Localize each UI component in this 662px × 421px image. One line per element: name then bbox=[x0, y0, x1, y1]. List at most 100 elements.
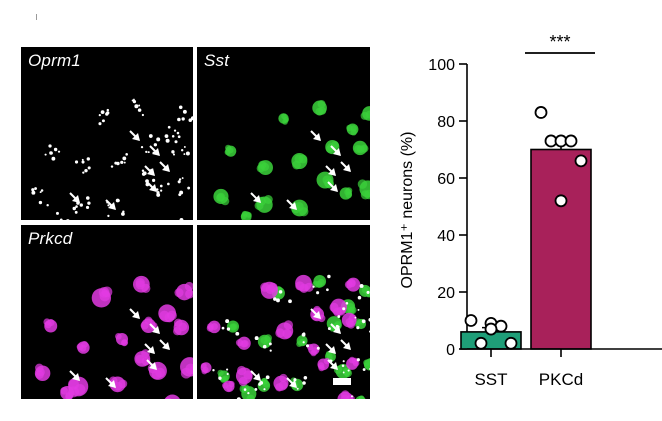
oprm1-punctum bbox=[221, 326, 225, 330]
arrowhead-icon bbox=[253, 373, 261, 381]
prkcd-cell bbox=[144, 316, 153, 325]
sst-cell bbox=[230, 323, 238, 330]
prkcd-cell bbox=[282, 329, 292, 339]
oprm1-punctum bbox=[133, 98, 135, 101]
oprm1-punctum bbox=[247, 391, 250, 395]
prkcd-panel: Prkcd bbox=[21, 225, 193, 399]
oprm1-punctum bbox=[356, 326, 360, 330]
arrowhead-icon bbox=[330, 362, 338, 370]
oprm1-punctum bbox=[361, 319, 366, 324]
oprm1-punctum bbox=[354, 316, 357, 319]
prkcd-cell bbox=[184, 281, 193, 291]
oprm1-punctum bbox=[178, 105, 183, 110]
oprm1-punctum bbox=[273, 297, 277, 301]
oprm1-punctum bbox=[87, 166, 91, 170]
oprm1-punctum bbox=[177, 117, 181, 122]
data-point bbox=[574, 154, 588, 168]
arrowhead-icon bbox=[289, 202, 297, 210]
arrowhead-icon bbox=[149, 184, 157, 192]
oprm1-punctum bbox=[347, 369, 350, 372]
oprm1-punctum bbox=[79, 203, 83, 207]
arrowhead-icon bbox=[162, 164, 170, 172]
sst-cell bbox=[360, 190, 370, 200]
data-point bbox=[474, 336, 488, 350]
sst-cell bbox=[254, 201, 264, 211]
oprm1-punctum bbox=[263, 388, 266, 391]
data-point bbox=[484, 322, 498, 336]
oprm1-punctum bbox=[86, 157, 90, 161]
bars bbox=[460, 137, 592, 350]
x-tick-label: SST bbox=[474, 370, 507, 389]
oprm1-punctum bbox=[82, 171, 85, 174]
sst-cell bbox=[343, 369, 353, 378]
oprm1-punctum bbox=[107, 214, 110, 218]
oprm1-punctum bbox=[236, 397, 241, 399]
significance-label: *** bbox=[549, 32, 570, 52]
prkcd-cell bbox=[311, 347, 318, 354]
oprm1-punctum bbox=[301, 332, 306, 337]
bar-chart: 0 20 40 60 80 100 SST PKCd *** OPRM1⁺ neurons … bbox=[399, 32, 662, 389]
prkcd-cell bbox=[35, 363, 44, 373]
arrowhead-icon bbox=[147, 168, 155, 176]
prkcd-cell bbox=[141, 349, 150, 358]
tick-mark bbox=[36, 14, 37, 20]
oprm1-punctum bbox=[167, 182, 170, 186]
oprm1-punctum bbox=[145, 150, 148, 154]
oprm1-punctum bbox=[34, 187, 37, 190]
oprm1-punctum bbox=[302, 341, 305, 344]
x-axis: SST PKCd bbox=[467, 348, 662, 389]
oprm1-punctum bbox=[265, 375, 270, 380]
oprm1-punctum bbox=[327, 327, 331, 331]
arrowhead-icon bbox=[162, 342, 170, 350]
prkcd-cell bbox=[347, 320, 356, 329]
y-tick-label: 20 bbox=[437, 285, 455, 302]
oprm1-punctum bbox=[160, 189, 163, 192]
oprm1-punctum bbox=[74, 210, 78, 214]
oprm1-punctum bbox=[48, 144, 52, 148]
oprm1-punctum bbox=[316, 346, 320, 350]
oprm1-punctum bbox=[225, 319, 230, 324]
oprm1-punctum bbox=[302, 381, 306, 385]
oprm1-punctum bbox=[177, 135, 181, 139]
prkcd-cell bbox=[120, 339, 128, 347]
oprm1-punctum bbox=[105, 112, 109, 116]
arrowhead-icon bbox=[152, 148, 160, 156]
oprm1-punctum bbox=[51, 156, 56, 161]
oprm1-punctum bbox=[180, 149, 184, 152]
oprm1-punctum bbox=[172, 153, 176, 156]
oprm1-punctum bbox=[305, 344, 310, 348]
oprm1-punctum bbox=[254, 336, 259, 341]
oprm1-punctum bbox=[337, 315, 341, 318]
oprm1-punctum bbox=[254, 388, 258, 391]
oprm1-punctum bbox=[125, 153, 129, 156]
prkcd-cell bbox=[279, 373, 288, 383]
bar-pkcd bbox=[530, 148, 592, 350]
oprm1-punctum bbox=[369, 368, 370, 370]
oprm1-punctum bbox=[53, 147, 58, 152]
oprm1-punctum bbox=[57, 150, 61, 153]
oprm1-punctum bbox=[165, 138, 170, 143]
oprm1-punctum bbox=[316, 291, 320, 295]
arrowhead-icon bbox=[343, 342, 351, 350]
oprm1-punctum bbox=[39, 191, 42, 194]
oprm1-punctum bbox=[259, 381, 264, 385]
y-tick-label: 60 bbox=[437, 171, 455, 188]
x-tick-label: PKCd bbox=[539, 370, 583, 389]
sst-cell bbox=[221, 197, 230, 206]
oprm1-punctum bbox=[296, 387, 299, 390]
sst-cell bbox=[358, 397, 363, 399]
oprm1-punctum bbox=[31, 190, 36, 195]
oprm1-signal-layer bbox=[31, 98, 193, 220]
prkcd-cell bbox=[295, 281, 305, 291]
prkcd-cell bbox=[236, 365, 247, 376]
oprm1-punctum bbox=[293, 378, 297, 382]
sst-cell bbox=[241, 213, 247, 220]
oprm1-punctum bbox=[357, 295, 362, 300]
sst-cell bbox=[263, 194, 273, 204]
data-point bbox=[554, 194, 568, 208]
oprm1-punctum bbox=[55, 211, 59, 215]
oprm1-punctum bbox=[85, 205, 90, 210]
oprm1-punctum bbox=[44, 153, 47, 156]
oprm1-punctum bbox=[59, 218, 63, 220]
sst-cell bbox=[317, 99, 326, 108]
